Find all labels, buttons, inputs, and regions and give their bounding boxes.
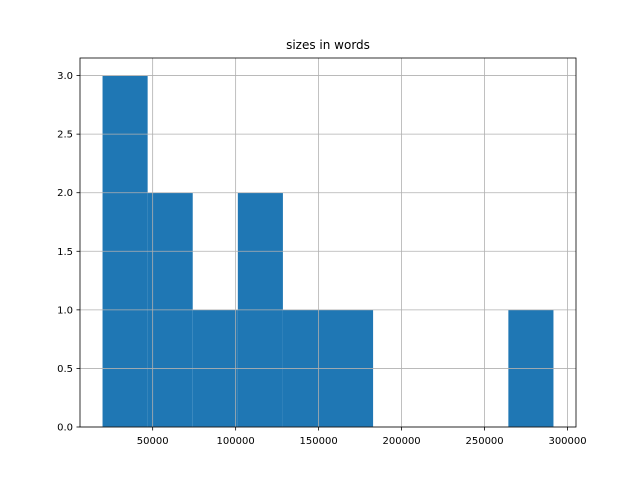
x-tick-label: 150000 [300,436,338,447]
x-tick-label: 300000 [548,436,586,447]
y-tick-label: 0.5 [57,364,73,375]
y-tick-label: 1.5 [57,247,73,258]
y-tick-label: 0.0 [57,423,73,434]
x-tick-label: 50000 [137,436,169,447]
plot-frame [79,57,577,428]
y-tick-label: 2.5 [57,130,73,141]
chart-title: sizes in words [286,38,370,52]
x-tick-label: 250000 [465,436,503,447]
y-tick-label: 2.0 [57,188,73,199]
y-tick-label: 3.0 [57,71,73,82]
x-tick-label: 200000 [383,436,421,447]
x-tick-label: 100000 [217,436,255,447]
y-tick-label: 1.0 [57,305,73,316]
